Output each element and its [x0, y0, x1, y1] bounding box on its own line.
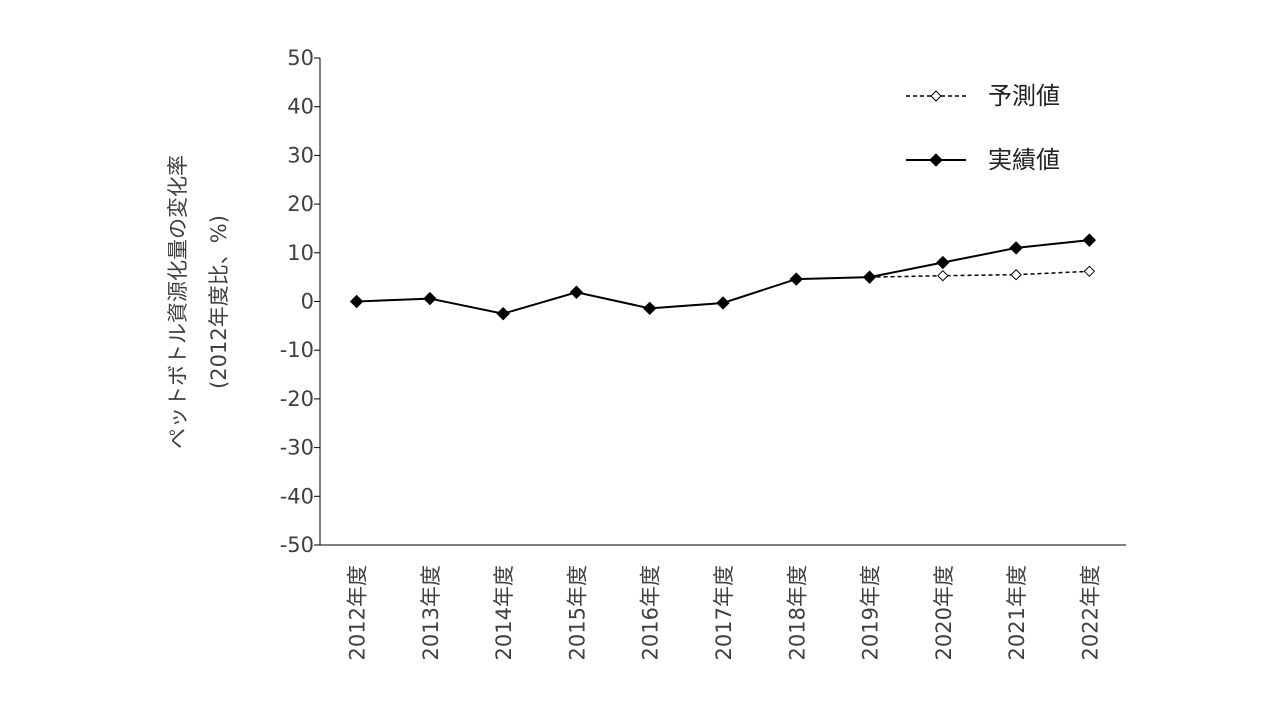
- x-tick-label: 2022年度: [1078, 565, 1102, 660]
- y-tick-label: -50: [280, 533, 314, 557]
- x-tick-label: 2016年度: [639, 565, 663, 660]
- data-point-actual: [643, 301, 657, 316]
- y-tick-label: 10: [287, 241, 314, 265]
- legend-label-1: 実績値: [988, 146, 1060, 174]
- data-point-actual: [349, 294, 364, 309]
- legend-marker-1: [929, 153, 943, 167]
- y-tick-label: -20: [280, 387, 314, 411]
- x-tick-label: 2019年度: [859, 565, 883, 660]
- data-point-actual: [789, 272, 803, 286]
- x-tick-label: 2017年度: [712, 565, 736, 660]
- data-point-actual: [496, 306, 510, 321]
- y-axis-title-line2: (2012年度比、%): [207, 215, 231, 389]
- data-point-actual: [1009, 241, 1023, 255]
- data-point-actual: [862, 270, 877, 284]
- data-point-forecast: [1010, 269, 1022, 281]
- y-tick-label: 0: [301, 290, 314, 314]
- x-tick-label: 2014年度: [492, 565, 516, 660]
- legend-marker-0: [930, 90, 942, 102]
- x-tick-label: 2021年度: [1005, 565, 1029, 660]
- x-tick-label: 2013年度: [419, 565, 443, 660]
- legend-label-0: 予測値: [988, 82, 1060, 110]
- x-tick-label: 2018年度: [785, 565, 809, 660]
- y-tick-label: 50: [287, 46, 314, 70]
- series-1: [349, 233, 1097, 321]
- data-point-actual: [716, 296, 730, 310]
- y-tick-label: -40: [280, 484, 314, 508]
- y-tick-label: 30: [287, 143, 314, 167]
- y-tick-label: -30: [280, 436, 314, 460]
- y-tick-label: 40: [287, 95, 314, 119]
- data-point-actual: [1082, 233, 1097, 247]
- x-tick-label: 2020年度: [932, 565, 956, 660]
- series-layer: [349, 233, 1097, 321]
- series-0: [863, 265, 1096, 283]
- data-point-forecast: [937, 269, 949, 282]
- data-point-forecast: [1083, 265, 1096, 278]
- x-tick-label: 2012年度: [346, 565, 370, 660]
- y-tick-label: 20: [287, 192, 314, 216]
- data-point-actual: [569, 285, 584, 299]
- y-axis-title: ペットボトル資源化量の変化率 (2012年度比、%): [166, 155, 231, 449]
- y-axis: 50 40 30 20 10 0 -10 -20 -30 -40 -50: [280, 46, 321, 557]
- y-axis-title-line1: ペットボトル資源化量の変化率: [166, 155, 190, 449]
- x-tick-label: 2015年度: [565, 565, 589, 660]
- series-line-forecast: [869, 270, 1090, 278]
- data-point-actual: [423, 291, 437, 306]
- x-axis: 2012年度 2013年度 2014年度 2015年度 2016年度 2017年度 2018…: [320, 544, 1126, 660]
- data-point-actual: [936, 255, 950, 270]
- y-tick-label: -10: [280, 338, 314, 362]
